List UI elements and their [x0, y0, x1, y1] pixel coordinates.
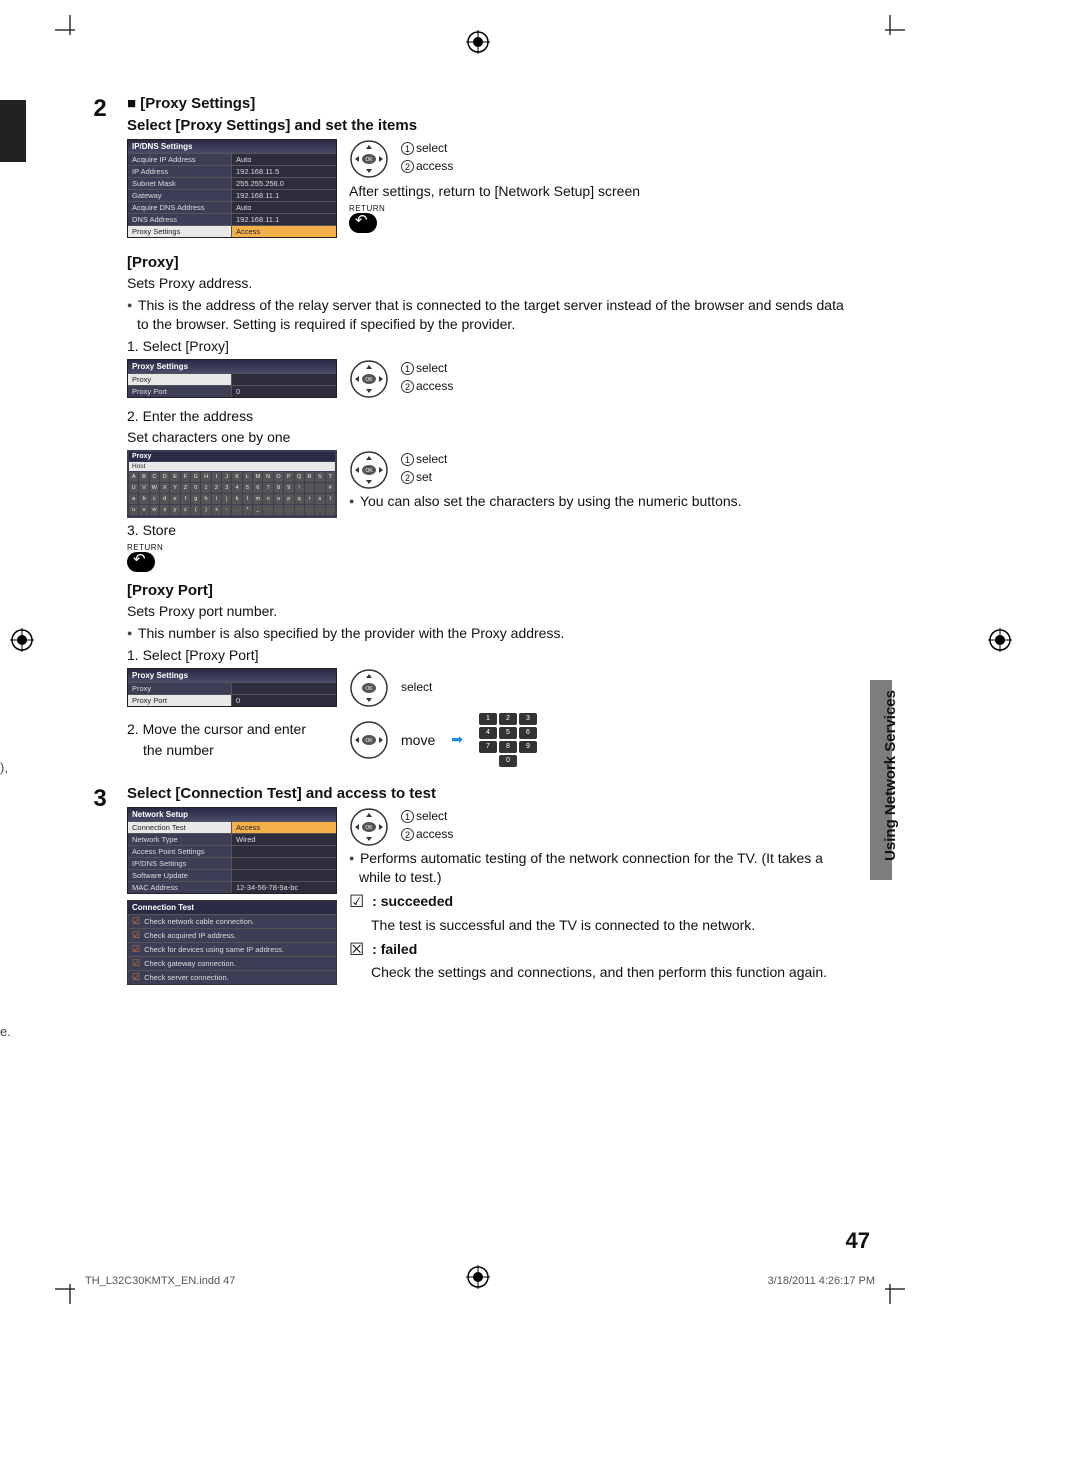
numeric-keypad-icon: 123 456 789 0: [479, 713, 537, 767]
return-icon: [349, 213, 377, 233]
svg-text:OK: OK: [365, 468, 373, 474]
step-number-3: 3: [85, 785, 115, 813]
return-icon: [127, 552, 155, 572]
proxy-menu: Proxy Settings Proxy Proxy Port0: [127, 359, 337, 398]
failed-text: Check the settings and connections, and …: [349, 963, 855, 982]
proxy-port-title: [Proxy Port]: [127, 582, 855, 599]
dpad-icon: OK: [349, 359, 389, 399]
dpad-icon: OK: [349, 139, 389, 179]
svg-text:OK: OK: [365, 825, 373, 831]
dpad-icon: OK: [349, 668, 389, 708]
onscreen-keyboard: Proxy Host ABCDEFGHIJKLMNOPQRST UVWXYZ01…: [127, 450, 337, 518]
network-setup-menu: Network Setup Connection TestAccess Netw…: [127, 807, 337, 894]
ipdns-menu: IP/DNS Settings Acquire IP AddressAuto I…: [127, 139, 337, 238]
registration-mark-top: [466, 30, 490, 54]
proxy-step2b: Set characters one by one: [127, 428, 855, 447]
proxy-title: [Proxy]: [127, 254, 855, 271]
page-number: 47: [846, 1228, 870, 1254]
footer-timestamp: 3/18/2011 4:26:17 PM: [768, 1275, 875, 1287]
registration-mark-left: [10, 628, 34, 652]
step3-title: Select [Connection Test] and access to t…: [127, 785, 855, 802]
dpad-icon: OK: [349, 450, 389, 490]
succeeded-line: ☑ : succeeded: [349, 890, 855, 913]
cropped-text-1: ),: [0, 760, 8, 775]
svg-text:OK: OK: [365, 157, 373, 163]
footer-filename: TH_L32C30KMTX_EN.indd 47: [85, 1275, 235, 1287]
step-2: 2 ■ [Proxy Settings] Select [Proxy Setti…: [85, 95, 855, 767]
step2-title: ■ [Proxy Settings]: [127, 95, 855, 112]
registration-mark-bottom: [466, 1265, 490, 1289]
dpad-labels: 1select 2access: [401, 139, 453, 175]
check-icon: ☑: [349, 892, 364, 911]
svg-text:OK: OK: [365, 377, 373, 383]
proxyport-step1: 1. Select [Proxy Port]: [127, 646, 855, 665]
dpad-icon: OK: [349, 807, 389, 847]
after-settings-text: After settings, return to [Network Setup…: [349, 182, 640, 201]
proxy-bullet2: You can also set the characters by using…: [349, 492, 742, 511]
arrow-right-icon: ➡: [451, 731, 463, 748]
connection-test-results: Connection Test ☑Check network cable con…: [127, 900, 337, 985]
proxy-step3: 3. Store: [127, 521, 855, 540]
proxy-bullet1: This is the address of the relay server …: [127, 296, 855, 334]
side-label: Using Network Services: [882, 690, 899, 861]
proxy-line1: Sets Proxy address.: [127, 274, 855, 293]
step3-bullet1: Performs automatic testing of the networ…: [349, 849, 855, 887]
dpad-icon: OK: [349, 720, 389, 760]
step2-subtitle: Select [Proxy Settings] and set the item…: [127, 117, 855, 134]
proxyport-step2a: 2. Move the cursor and enter: [127, 720, 337, 739]
svg-text:OK: OK: [365, 738, 373, 744]
step-3: 3 Select [Connection Test] and access to…: [85, 785, 855, 985]
step-number-2: 2: [85, 95, 115, 123]
registration-mark-right: [988, 628, 1012, 652]
cropped-text-2: e.: [0, 1024, 11, 1039]
cross-icon: ☒: [349, 940, 364, 959]
proxy-step2: 2. Enter the address: [127, 407, 855, 426]
failed-line: ☒ : failed: [349, 938, 855, 961]
return-btn-group: RETURN: [349, 204, 640, 233]
succeeded-text: The test is successful and the TV is con…: [349, 916, 855, 935]
move-label: move: [401, 732, 435, 748]
proxy-step1: 1. Select [Proxy]: [127, 337, 855, 356]
proxyport-line1: Sets Proxy port number.: [127, 602, 855, 621]
proxyport-step2b: the number: [127, 741, 337, 760]
proxyport-bullet1: This number is also specified by the pro…: [127, 624, 855, 643]
proxyport-menu: Proxy Settings Proxy Proxy Port0: [127, 668, 337, 707]
svg-text:OK: OK: [365, 686, 373, 692]
edge-tab: [0, 100, 26, 162]
